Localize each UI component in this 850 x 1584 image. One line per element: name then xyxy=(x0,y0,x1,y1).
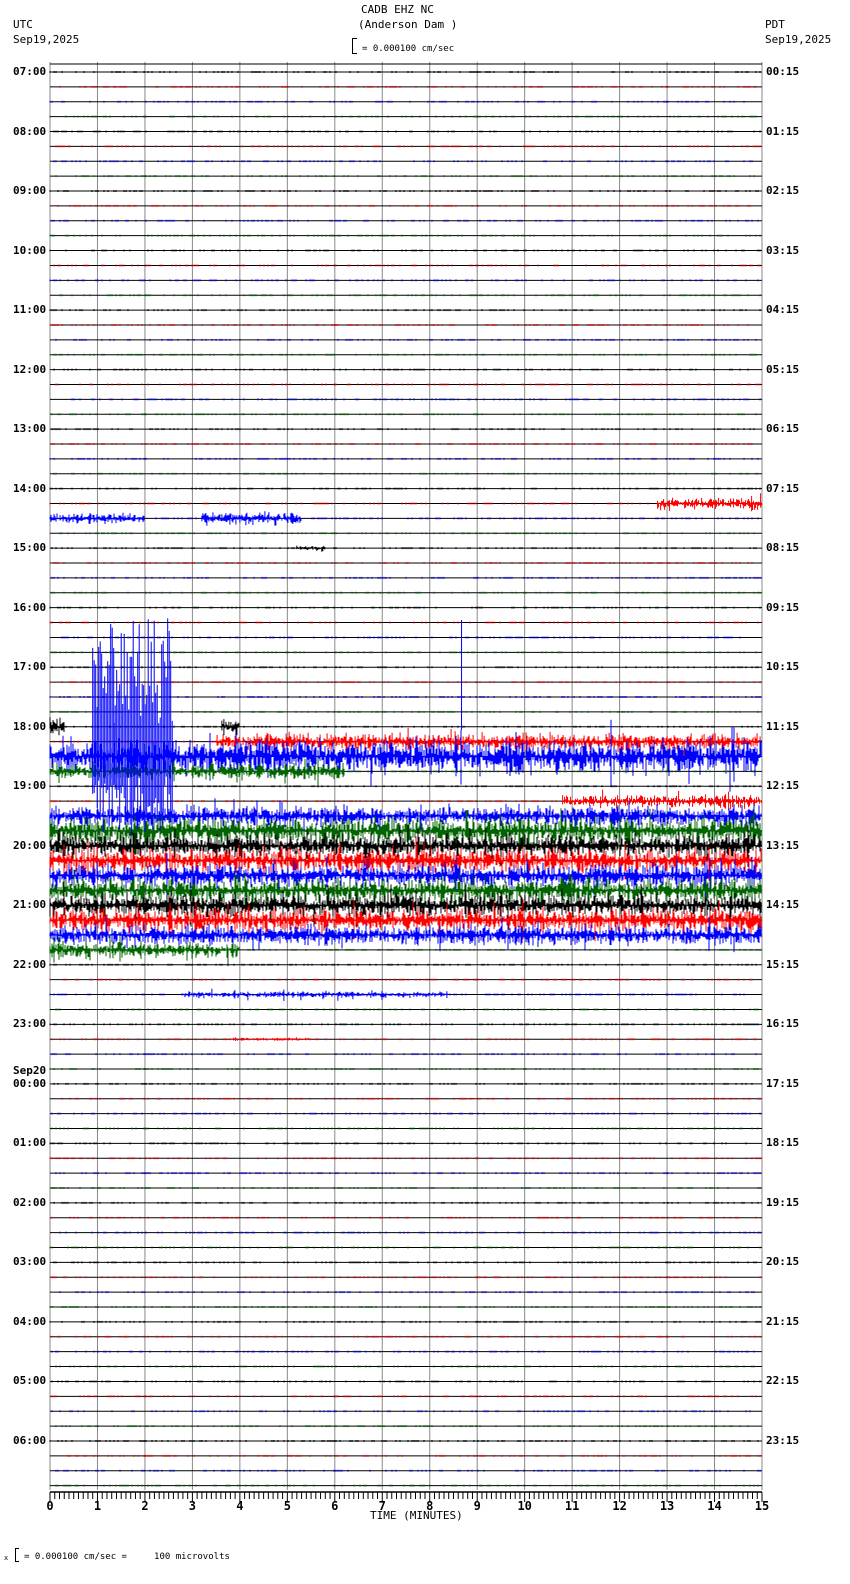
pdt-hour-label: 02:15 xyxy=(766,184,800,198)
pdt-hour-label: 22:15 xyxy=(766,1374,800,1388)
x-tick-label: 0 xyxy=(46,1499,53,1513)
utc-hour-label: 19:00 xyxy=(13,779,47,793)
station-location: (Anderson Dam ) xyxy=(358,18,458,31)
x-tick-label: 2 xyxy=(141,1499,148,1513)
pdt-hour-label: 19:15 xyxy=(766,1195,800,1209)
x-tick-label: 12 xyxy=(612,1499,626,1513)
x-tick-label: 7 xyxy=(379,1499,386,1513)
x-tick-label: 13 xyxy=(660,1499,674,1513)
x-tick-label: 6 xyxy=(331,1499,338,1513)
pdt-hour-label: 11:15 xyxy=(766,719,800,733)
date-change-label: Sep20 xyxy=(13,1063,47,1077)
station-title: CADB EHZ NC xyxy=(361,3,434,16)
utc-hour-label: 05:00 xyxy=(13,1374,47,1388)
scale-bar-icon xyxy=(352,38,357,54)
x-tick-label: 5 xyxy=(284,1499,291,1513)
pdt-hour-label: 06:15 xyxy=(766,422,800,436)
utc-hour-label: 10:00 xyxy=(13,243,47,257)
utc-hour-label: 07:00 xyxy=(13,65,47,78)
utc-hour-label: 23:00 xyxy=(13,1017,47,1031)
right-timezone: PDT xyxy=(765,18,785,31)
pdt-hour-label: 08:15 xyxy=(766,541,800,555)
utc-hour-label: 21:00 xyxy=(13,898,47,912)
utc-hour-label: 00:00 xyxy=(13,1076,47,1090)
utc-hour-label: 11:00 xyxy=(13,303,47,317)
pdt-hour-label: 20:15 xyxy=(766,1255,800,1269)
utc-hour-label: 18:00 xyxy=(13,719,47,733)
utc-hour-label: 16:00 xyxy=(13,600,47,614)
x-tick-label: 4 xyxy=(236,1499,243,1513)
utc-hour-label: 20:00 xyxy=(13,838,47,852)
footer-scale-text: = 0.000100 cm/sec = 100 microvolts xyxy=(24,1552,230,1562)
pdt-hour-label: 14:15 xyxy=(766,898,800,912)
pdt-hour-label: 01:15 xyxy=(766,124,800,138)
x-tick-label: 10 xyxy=(517,1499,531,1513)
utc-hour-label: 13:00 xyxy=(13,422,47,436)
pdt-hour-label: 17:15 xyxy=(766,1076,800,1090)
utc-hour-label: 04:00 xyxy=(13,1314,47,1328)
x-axis-title: TIME (MINUTES) xyxy=(370,1509,463,1522)
utc-hour-label: 12:00 xyxy=(13,362,47,376)
pdt-hour-label: 21:15 xyxy=(766,1314,800,1328)
utc-hour-label: 09:00 xyxy=(13,184,47,198)
pdt-hour-label: 23:15 xyxy=(766,1433,800,1447)
pdt-hour-label: 09:15 xyxy=(766,600,800,614)
utc-hour-label: 08:00 xyxy=(13,124,47,138)
utc-hour-label: 06:00 xyxy=(13,1433,47,1447)
utc-hour-label: 14:00 xyxy=(13,481,47,495)
left-timezone: UTC xyxy=(13,18,33,31)
x-tick-label: 8 xyxy=(426,1499,433,1513)
utc-hour-label: 22:00 xyxy=(13,957,47,971)
right-date: Sep19,2025 xyxy=(765,33,832,46)
pdt-hour-label: 18:15 xyxy=(766,1136,800,1150)
pdt-hour-label: 00:15 xyxy=(766,65,800,78)
scale-text: = 0.000100 cm/sec xyxy=(362,44,455,54)
x-tick-label: 15 xyxy=(755,1499,769,1513)
x-tick-label: 1 xyxy=(94,1499,101,1513)
pdt-hour-label: 03:15 xyxy=(766,243,800,257)
x-tick-label: 11 xyxy=(565,1499,579,1513)
x-tick-label: 3 xyxy=(189,1499,196,1513)
utc-hour-label: 03:00 xyxy=(13,1255,47,1269)
pdt-hour-label: 07:15 xyxy=(766,481,800,495)
pdt-hour-label: 04:15 xyxy=(766,303,800,317)
pdt-hour-label: 16:15 xyxy=(766,1017,800,1031)
utc-hour-label: 15:00 xyxy=(13,541,47,555)
left-date: Sep19,2025 xyxy=(13,33,80,46)
utc-hour-label: 01:00 xyxy=(13,1136,47,1150)
utc-hour-label: 17:00 xyxy=(13,660,47,674)
pdt-hour-label: 13:15 xyxy=(766,838,800,852)
pdt-hour-label: 05:15 xyxy=(766,362,800,376)
utc-hour-label: 02:00 xyxy=(13,1195,47,1209)
x-tick-label: 14 xyxy=(707,1499,721,1513)
pdt-hour-label: 15:15 xyxy=(766,957,800,971)
x-tick-label: 9 xyxy=(474,1499,481,1513)
pdt-hour-label: 10:15 xyxy=(766,660,800,674)
pdt-hour-label: 12:15 xyxy=(766,779,800,793)
